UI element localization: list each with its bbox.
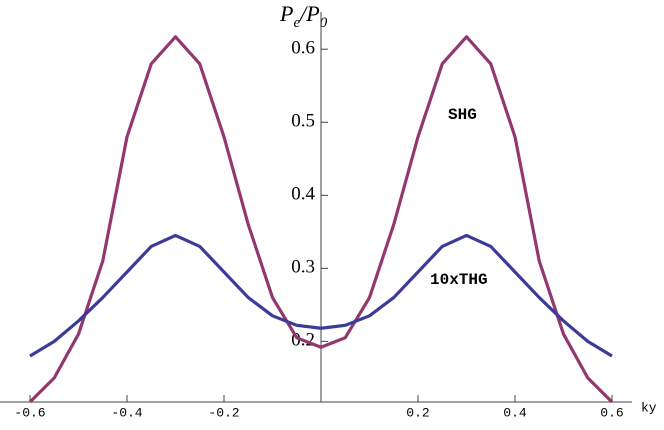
y-axis-label: Pe/P0 bbox=[279, 1, 328, 31]
y-tick-label: 0.6 bbox=[291, 38, 315, 59]
y-label-part: /P bbox=[298, 1, 320, 26]
annotation: 10xTHG bbox=[430, 271, 488, 289]
y-tick-label: 0.5 bbox=[291, 111, 315, 132]
x-tick-label: 0.2 bbox=[406, 405, 429, 420]
x-tick-label: 0.4 bbox=[503, 405, 527, 420]
x-tick-label: -0.4 bbox=[111, 405, 142, 420]
y-label-part: 0 bbox=[320, 15, 328, 31]
x-axis-label: ky bbox=[641, 400, 657, 415]
x-tick-label: -0.2 bbox=[208, 405, 239, 420]
y-label-part: P bbox=[279, 1, 293, 26]
x-tick-label: 0.6 bbox=[600, 405, 623, 420]
y-tick-label: 0.3 bbox=[291, 257, 315, 278]
y-label-part: e bbox=[293, 15, 300, 31]
line-series bbox=[29, 233, 613, 358]
annotation: SHG bbox=[448, 106, 477, 124]
x-tick-label: -0.6 bbox=[14, 405, 45, 420]
line-series bbox=[28, 35, 614, 404]
y-tick-label: 0.4 bbox=[291, 184, 315, 205]
